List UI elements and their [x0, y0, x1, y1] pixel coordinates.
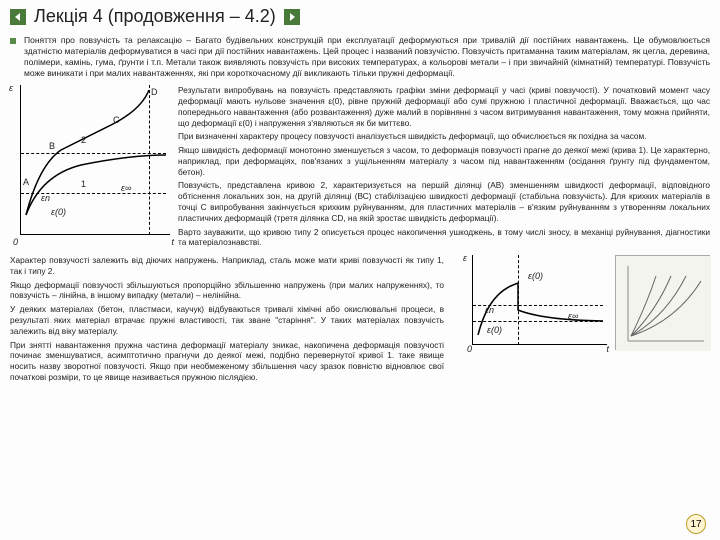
page-number: 17	[690, 519, 701, 530]
pt-A: A	[23, 177, 29, 189]
mid-p1: Результати випробувань на повзучість пре…	[178, 85, 710, 128]
lower-p4: При знятті навантаження пружна частина д…	[10, 340, 444, 383]
epsn: εn	[41, 193, 50, 205]
mid-p5: Варто зауважити, що кривою типу 2 описує…	[178, 227, 710, 249]
next-button[interactable]	[284, 9, 300, 25]
lower-p3: У деяких матеріалах (бетон, пластмаси, к…	[10, 304, 444, 336]
pt-D: D	[151, 87, 158, 99]
eps02: ε(0)	[487, 325, 502, 337]
bullet-icon	[10, 38, 16, 44]
unload-curve-chart: ε t 0 ε(0) εn ε(0) ε∞	[472, 255, 607, 345]
axis-eps: ε	[9, 83, 13, 95]
material-chart-thumbnail	[615, 255, 710, 350]
eps0: ε(0)	[51, 207, 66, 219]
lecture-title: Лекція 4 (продовження – 4.2)	[34, 6, 276, 27]
epsinf2: ε∞	[568, 311, 578, 323]
mid-p4: Повзучість, представлена кривою 2, харак…	[178, 180, 710, 223]
pt-C: C	[113, 115, 120, 127]
eps0t: ε(0)	[528, 271, 543, 283]
page-number-badge: 17	[686, 514, 706, 534]
lower-p1: Характер повзучості залежить від діючих …	[10, 255, 444, 277]
mid-p3: Якщо швидкість деформації монотонно змен…	[178, 145, 710, 177]
epsinf: ε∞	[121, 183, 131, 195]
pt-B: B	[49, 141, 55, 153]
mid-text-column: Результати випробувань на повзучість пре…	[178, 85, 710, 251]
axis2-t: t	[606, 344, 609, 356]
lower-p2: Якщо деформації повзучості збільшуються …	[10, 280, 444, 302]
axis-t: t	[171, 237, 174, 249]
n1: 1	[81, 179, 86, 191]
lower-text-column: Характер повзучості залежить від діючих …	[10, 255, 444, 383]
epsn2: εn	[485, 305, 494, 317]
axis2-zero: 0	[467, 344, 472, 356]
mid-p2: При визначенні характеру процесу повзучо…	[178, 131, 710, 142]
axis2-eps: ε	[463, 253, 467, 265]
prev-button[interactable]	[10, 9, 26, 25]
creep-curve-chart: ε t 0 A B C D 1 2 εn ε(0) ε∞	[20, 85, 170, 235]
n2: 2	[81, 135, 86, 147]
intro-text: Поняття про повзучість та релаксацію – Б…	[24, 35, 710, 79]
axis-zero: 0	[13, 237, 18, 249]
